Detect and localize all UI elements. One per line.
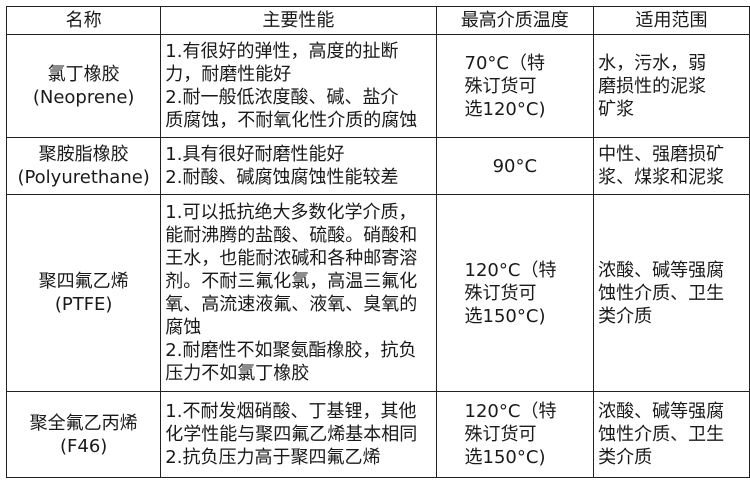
header-max-temp: 最高介质温度: [435, 6, 595, 35]
cell-scope: 浓酸、碱等强腐 蚀性介质、卫生 类介质: [593, 391, 750, 478]
cell-name: 氯丁橡胶 (Neoprene): [5, 34, 162, 138]
cell-name: 聚胺脂橡胶 (Polyurethane): [5, 137, 162, 195]
header-row: 名称 主要性能 最高介质温度 适用范围: [5, 6, 750, 35]
header-name: 名称: [5, 6, 162, 35]
table-row: 氯丁橡胶 (Neoprene) 1.有很好的弹性，高度的扯断 力，耐磨性能好 2…: [5, 34, 750, 138]
table-row: 聚全氟乙丙烯 (F46) 1.不耐发烟硝酸、丁基锂，其他 化学性能与聚四氟乙烯基…: [5, 391, 750, 478]
cell-performance: 1.可以抵抗绝大多数化学介质， 能耐沸腾的盐酸、硫酸。硝酸和 王水，也能耐浓碱和…: [160, 194, 437, 392]
table-row: 聚胺脂橡胶 (Polyurethane) 1.具有很好耐磨性能好 2.耐酸、碱腐…: [5, 137, 750, 195]
cell-name: 聚四氟乙烯 (PTFE): [5, 194, 162, 392]
material-table: 名称 主要性能 最高介质温度 适用范围 氯丁橡胶 (Neoprene) 1.有很…: [5, 6, 750, 478]
cell-performance: 1.具有很好耐磨性能好 2.耐酸、碱腐蚀腐蚀性能较差: [160, 137, 437, 195]
cell-scope: 水，污水，弱 磨损性的泥浆 矿浆: [593, 34, 750, 138]
cell-max-temp: 120°C（特 殊订货可 选150°C): [435, 194, 595, 392]
cell-max-temp: 90°C: [435, 137, 595, 195]
cell-performance: 1.不耐发烟硝酸、丁基锂，其他 化学性能与聚四氟乙烯基本相同 2.抗负压力高于聚…: [160, 391, 437, 478]
cell-performance: 1.有很好的弹性，高度的扯断 力，耐磨性能好 2.耐一般低浓度酸、碱、盐介 质腐…: [160, 34, 437, 138]
cell-scope: 浓酸、碱等强腐 蚀性介质、卫生 类介质: [593, 194, 750, 392]
cell-scope: 中性、强磨损矿 浆、煤浆和泥浆: [593, 137, 750, 195]
cell-max-temp: 70°C（特 殊订货可 选120°C): [435, 34, 595, 138]
cell-name: 聚全氟乙丙烯 (F46): [5, 391, 162, 478]
header-scope: 适用范围: [593, 6, 750, 35]
header-performance: 主要性能: [160, 6, 437, 35]
table-row: 聚四氟乙烯 (PTFE) 1.可以抵抗绝大多数化学介质， 能耐沸腾的盐酸、硫酸。…: [5, 194, 750, 392]
cell-max-temp: 120°C（特 殊订货可 选150°C): [435, 391, 595, 478]
